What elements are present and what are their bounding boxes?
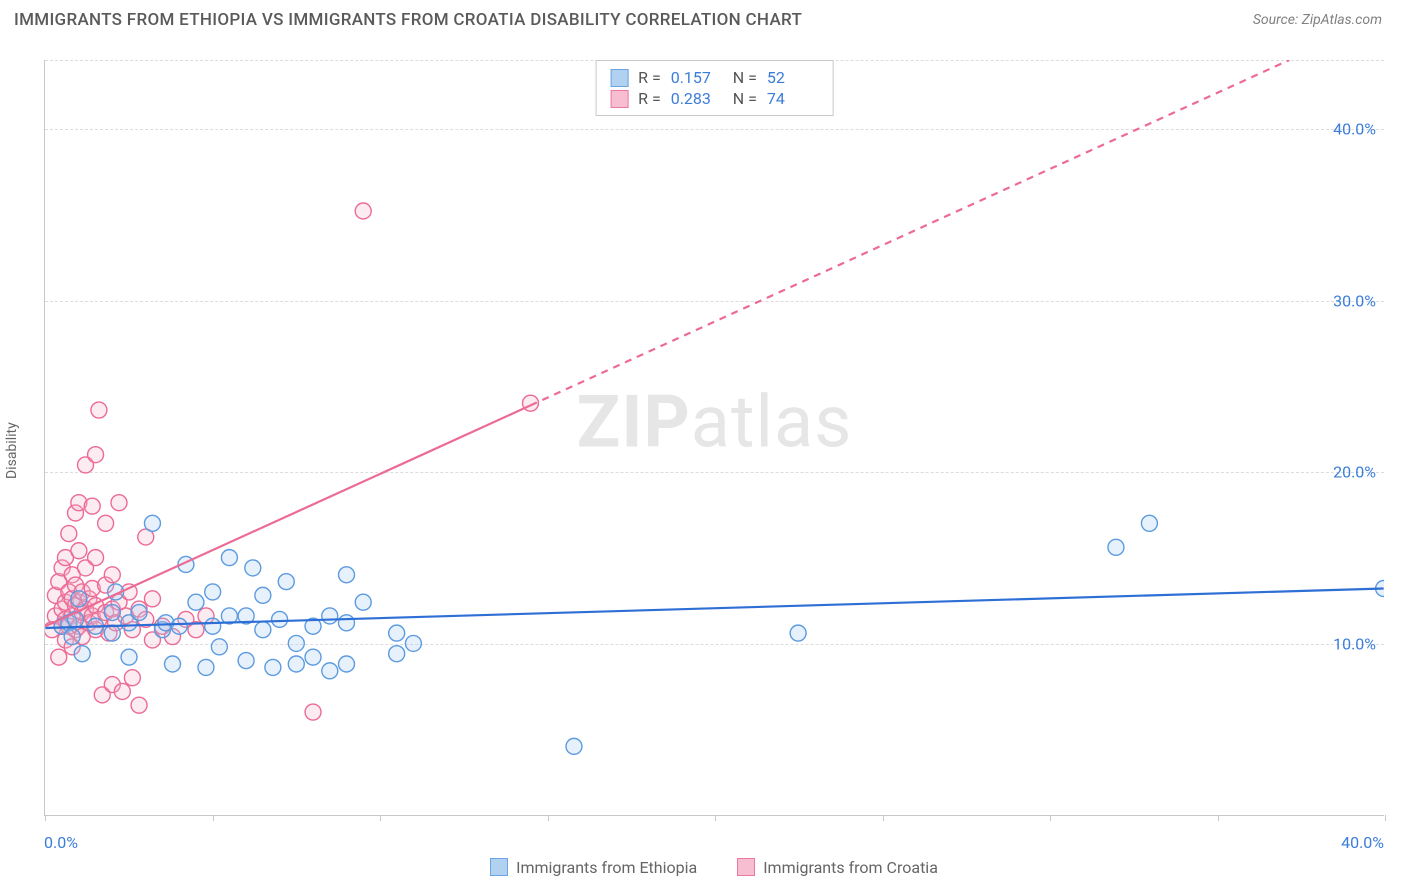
swatch-ethiopia [490, 858, 508, 876]
x-tick [1385, 815, 1386, 821]
n-label: N = [733, 89, 757, 108]
x-tick [548, 815, 549, 821]
swatch-ethiopia [610, 69, 628, 87]
legend-label-ethiopia: Immigrants from Ethiopia [516, 858, 697, 877]
x-tick [213, 815, 214, 821]
swatch-croatia [610, 90, 628, 108]
stats-legend-box: R = 0.157 N = 52 R = 0.283 N = 74 [595, 60, 834, 116]
legend-item-ethiopia: Immigrants from Ethiopia [490, 858, 697, 877]
x-tick [715, 815, 716, 821]
r-value-croatia: 0.283 [671, 89, 723, 108]
x-axis-max-label: 40.0% [1341, 833, 1384, 852]
x-tick [1050, 815, 1051, 821]
stats-row-croatia: R = 0.283 N = 74 [610, 88, 819, 109]
plot-area: ZIPatlas R = 0.157 N = 52 R = 0.283 N = … [44, 60, 1384, 816]
x-axis-min-label: 0.0% [44, 833, 78, 852]
y-axis-label: Disability [4, 455, 20, 479]
trendline-ethiopia [45, 589, 1383, 628]
legend-item-croatia: Immigrants from Croatia [737, 858, 938, 877]
trendline-croatia [45, 405, 530, 626]
source-label: Source: ZipAtlas.com [1253, 12, 1382, 28]
x-tick [380, 815, 381, 821]
n-value-croatia: 74 [767, 89, 819, 108]
stats-row-ethiopia: R = 0.157 N = 52 [610, 67, 819, 88]
r-label: R = [638, 68, 661, 87]
chart-container: Disability ZIPatlas R = 0.157 N = 52 R =… [0, 42, 1406, 892]
n-value-ethiopia: 52 [767, 68, 819, 87]
chart-title: IMMIGRANTS FROM ETHIOPIA VS IMMIGRANTS F… [14, 10, 802, 30]
x-axis-legend-row: Immigrants from Ethiopia Immigrants from… [44, 854, 1384, 880]
legend-label-croatia: Immigrants from Croatia [763, 858, 938, 877]
swatch-croatia [737, 858, 755, 876]
r-value-ethiopia: 0.157 [671, 68, 723, 87]
trend-lines-layer [45, 60, 1384, 815]
n-label: N = [733, 68, 757, 87]
x-tick [45, 815, 46, 821]
x-tick [883, 815, 884, 821]
x-tick [1218, 815, 1219, 821]
r-label: R = [638, 89, 661, 108]
